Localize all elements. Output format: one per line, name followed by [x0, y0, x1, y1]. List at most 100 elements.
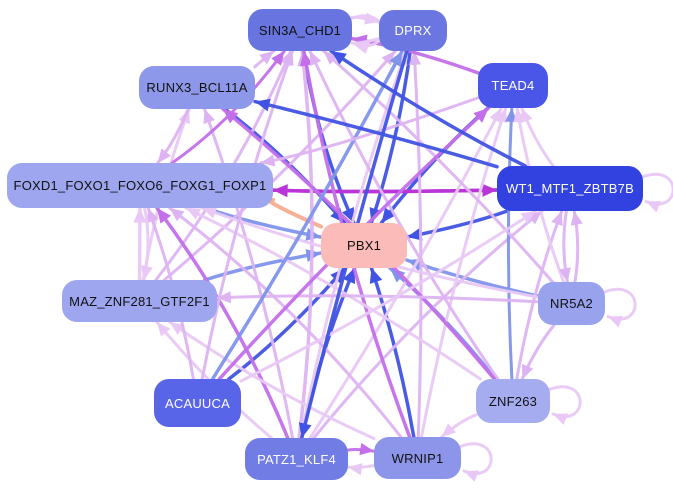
- edge-arrowhead: [359, 443, 374, 456]
- edge-arrowhead: [331, 51, 347, 65]
- edge-arrowhead: [222, 109, 239, 124]
- edge-wt1-runx3[interactable]: [253, 98, 499, 169]
- edge-arrowhead: [169, 322, 185, 335]
- node-tead4[interactable]: TEAD4: [478, 63, 548, 108]
- edge-nr5a2-znf263[interactable]: [520, 323, 556, 381]
- edge-runx3-sin3a[interactable]: [253, 49, 276, 69]
- edge-arrowhead: [407, 227, 423, 241]
- node-wt1[interactable]: WT1_MTF1_ZBTB7B: [497, 166, 643, 211]
- edge-wt1-tead4[interactable]: [520, 106, 555, 168]
- edge-arrowhead: [551, 211, 563, 227]
- edge-arrowhead: [348, 463, 363, 476]
- edge-wt1-nr5a2[interactable]: [558, 209, 571, 284]
- edge-arrowhead: [203, 109, 215, 125]
- edge-foxd1-wt1[interactable]: [271, 183, 499, 197]
- edge-arrowhead: [217, 291, 232, 304]
- edge-arrowhead: [381, 207, 396, 223]
- node-maz[interactable]: MAZ_ZNF281_GTF2F1: [62, 280, 217, 322]
- edge-arrowhead: [389, 51, 403, 67]
- node-sin3a[interactable]: SIN3A_CHD1: [248, 9, 352, 51]
- edge-arrowhead: [558, 267, 571, 282]
- edge-wt1-sin3a[interactable]: [329, 49, 528, 168]
- edge-acauuca-wt1[interactable]: [239, 209, 538, 383]
- edge-arrowhead: [255, 98, 271, 112]
- edge-arrowhead: [522, 363, 534, 379]
- edge-arrowhead: [464, 470, 480, 482]
- edge-arrowhead: [553, 413, 569, 425]
- edge-arrowhead: [156, 322, 171, 337]
- self-loop-wt1[interactable]: [639, 172, 673, 213]
- node-nr5a2[interactable]: NR5A2: [538, 282, 605, 325]
- edge-arrowhead: [309, 51, 322, 67]
- edge-arrowhead: [355, 42, 371, 54]
- node-wrnip1[interactable]: WRNIP1: [374, 437, 461, 479]
- self-loop-wrnip1[interactable]: [457, 442, 493, 482]
- edge-foxd1-sin3a[interactable]: [170, 49, 286, 165]
- node-znf263[interactable]: ZNF263: [476, 379, 550, 423]
- edge-arrowhead: [342, 268, 356, 284]
- edge-arrowhead: [570, 211, 583, 226]
- edge-acauuca-dprx[interactable]: [210, 49, 404, 381]
- edge-arrowhead: [299, 51, 313, 67]
- edge-znf263-wrnip1[interactable]: [440, 413, 478, 439]
- edge-arrowhead: [186, 208, 202, 220]
- edge-arrowhead: [482, 183, 497, 197]
- edge-arrowhead: [495, 108, 508, 124]
- edge-arrowhead: [369, 268, 383, 284]
- edge-foxd1-maz[interactable]: [140, 206, 153, 282]
- self-loop-znf263[interactable]: [546, 385, 582, 425]
- edge-wrnip1-patz1[interactable]: [346, 463, 376, 476]
- edge-arrowhead: [389, 268, 406, 283]
- node-label: PATZ1_KLF4: [257, 451, 336, 467]
- edge-arrowhead: [473, 108, 489, 123]
- edge-arrowhead: [505, 108, 518, 123]
- edge-patz1-wrnip1[interactable]: [346, 443, 376, 456]
- edge-znf263-wt1[interactable]: [515, 209, 564, 381]
- edge-acauuca-sin3a[interactable]: [200, 49, 294, 381]
- edge-nr5a2-maz[interactable]: [215, 291, 540, 304]
- edge-arrowhead: [282, 51, 294, 67]
- edge-maz-foxd1[interactable]: [133, 206, 147, 282]
- node-label: ZNF263: [488, 393, 538, 409]
- node-pbx1[interactable]: PBX1: [321, 223, 407, 268]
- node-label: WRNIP1: [391, 450, 444, 466]
- edge-wrnip1-maz[interactable]: [168, 320, 376, 441]
- node-label: RUNX3_BCL11A: [146, 80, 248, 95]
- edge-runx3-foxd1[interactable]: [156, 107, 190, 165]
- edge-arrowhead: [133, 208, 147, 223]
- edge-nr5a2-sin3a[interactable]: [322, 49, 555, 284]
- edge-arrowhead: [441, 423, 457, 437]
- edge-arrowhead: [341, 206, 354, 223]
- edge-nr5a2-wt1[interactable]: [570, 209, 583, 284]
- edge-znf263-foxd1[interactable]: [184, 206, 482, 381]
- node-label: SIN3A_CHD1: [258, 22, 342, 38]
- edge-wrnip1-pbx1[interactable]: [369, 266, 416, 439]
- edge-arrowhead: [140, 265, 153, 280]
- edge-arrowhead: [157, 148, 172, 163]
- edge-znf263-sin3a[interactable]: [308, 49, 500, 381]
- edge-arrowhead: [408, 51, 422, 66]
- edge-arrowhead: [323, 51, 338, 65]
- node-label: DPRX: [394, 23, 432, 38]
- edge-wrnip1-foxd1[interactable]: [168, 206, 403, 439]
- node-label: TEAD4: [491, 78, 535, 93]
- node-acauuca[interactable]: ACAUUCA: [154, 379, 241, 427]
- node-dprx[interactable]: DPRX: [379, 10, 447, 51]
- edge-arrowhead: [169, 208, 185, 222]
- node-label: MAZ_ZNF281_GTF2F1: [69, 293, 210, 309]
- edge-arrowhead: [259, 51, 274, 65]
- edge-patz1-foxd1[interactable]: [155, 206, 290, 440]
- node-label: NR5A2: [550, 296, 593, 311]
- node-foxd1[interactable]: FOXD1_FOXO1_FOXO6_FOXG1_FOXP1: [7, 163, 273, 208]
- node-patz1[interactable]: PATZ1_KLF4: [245, 438, 348, 480]
- node-runx3[interactable]: RUNX3_BCL11A: [139, 66, 255, 109]
- node-label: ACAUUCA: [165, 395, 230, 411]
- edge-wrnip1-dprx[interactable]: [408, 49, 423, 439]
- node-label: PBX1: [346, 238, 382, 253]
- node-label: FOXD1_FOXO1_FOXO6_FOXG1_FOXP1: [13, 178, 267, 193]
- edge-arrowhead: [646, 201, 662, 213]
- edge-znf263-tead4[interactable]: [505, 106, 518, 381]
- self-loop-nr5a2[interactable]: [601, 287, 637, 328]
